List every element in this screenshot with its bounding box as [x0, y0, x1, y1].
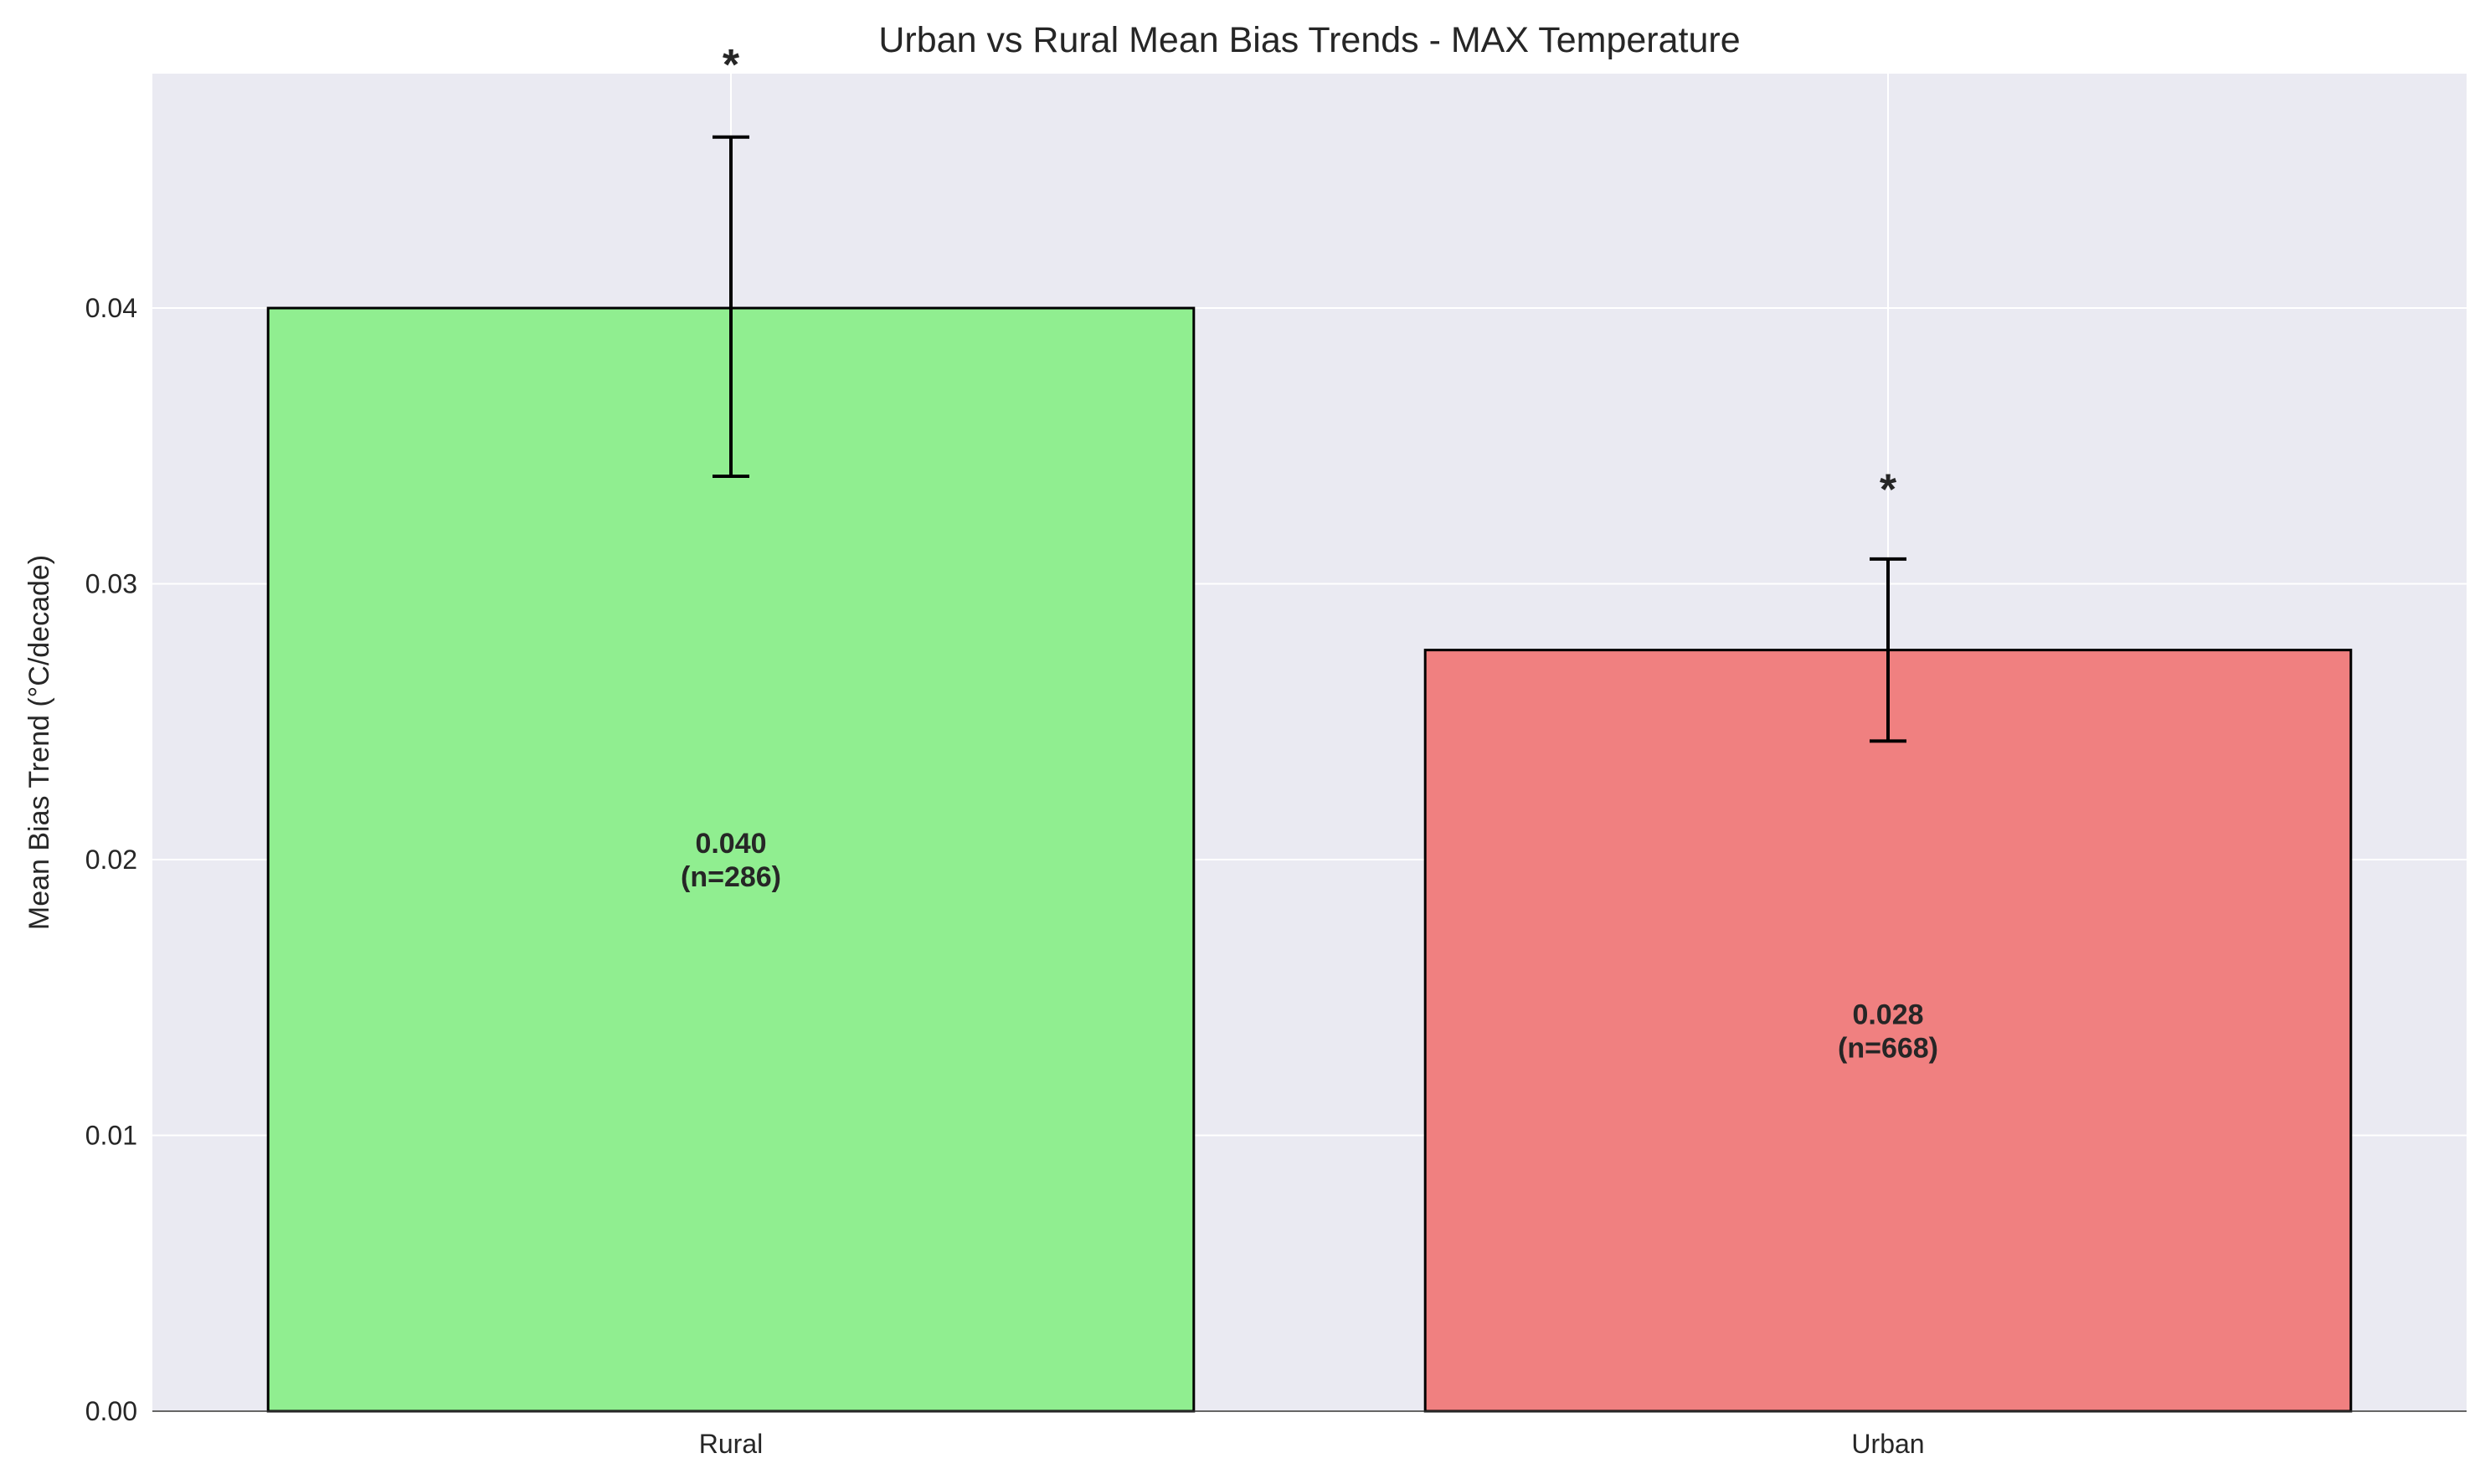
y-tick-label: 0.03	[85, 569, 137, 599]
bar-urban	[1423, 649, 2353, 1413]
significance-marker: *	[1880, 465, 1897, 514]
y-tick-label: 0.00	[85, 1396, 137, 1426]
bar-labels: 0.040(n=286) * 0.028(n=668) *	[681, 41, 1938, 1064]
bar-value-label: 0.028	[1852, 999, 1923, 1030]
chart-title: Urban vs Rural Mean Bias Trends - MAX Te…	[878, 20, 1740, 60]
x-tick-label: Rural	[699, 1429, 763, 1459]
x-tick-label: Urban	[1851, 1429, 1924, 1459]
bar-value-label: 0.040	[695, 828, 766, 860]
y-tick-labels: 0.00 0.01 0.02 0.03 0.04	[85, 293, 137, 1426]
y-tick-label: 0.01	[85, 1121, 137, 1151]
bars	[266, 306, 2353, 1413]
y-tick-label: 0.04	[85, 293, 137, 323]
bar-count-label: (n=286)	[681, 861, 781, 893]
bar-count-label: (n=668)	[1838, 1032, 1938, 1064]
y-axis-title: Mean Bias Trend (°C/decade)	[23, 555, 55, 930]
error-bar-urban	[1870, 557, 1906, 743]
significance-marker: *	[723, 41, 740, 90]
y-tick-label: 0.02	[85, 845, 137, 875]
bar-rural	[266, 306, 1196, 1413]
x-tick-labels: Rural Urban	[699, 1429, 1925, 1459]
error-bar-rural	[713, 135, 749, 479]
error-bars	[713, 135, 1906, 743]
